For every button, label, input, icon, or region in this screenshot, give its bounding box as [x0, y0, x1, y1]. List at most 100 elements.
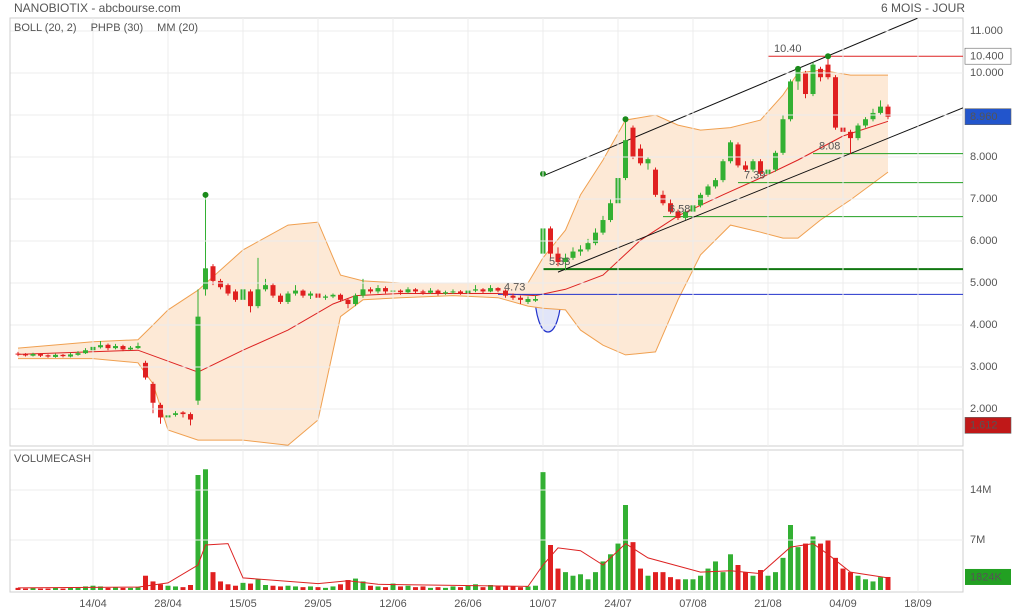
candle-body — [458, 291, 463, 294]
volume-bar — [210, 572, 216, 590]
candle-body — [773, 152, 778, 170]
candle-body — [713, 180, 718, 187]
legend-entry: MM (20) — [157, 22, 198, 34]
candle-body — [870, 112, 876, 120]
volume-bar — [885, 576, 891, 590]
volume-bar — [698, 575, 703, 590]
volume-bar — [98, 586, 103, 590]
volume-bar — [735, 565, 741, 590]
volume-title: VOLUMECASH — [14, 453, 91, 465]
volume-bar — [30, 587, 36, 590]
y-tick-label: 4.000 — [970, 319, 998, 331]
x-tick-label: 24/07 — [604, 598, 632, 610]
pivot-dot — [202, 191, 209, 198]
candle-body — [623, 140, 628, 179]
y-tick-label: 7.000 — [970, 193, 998, 205]
volume-tag — [965, 568, 1011, 585]
volume-bar — [45, 588, 51, 590]
candle-body — [293, 290, 298, 294]
candle-body — [480, 289, 486, 292]
legend-entry: BOLL (20, 2) — [14, 22, 77, 34]
volume-bar — [638, 568, 643, 590]
volume-bar — [390, 583, 396, 590]
candle-body — [225, 285, 231, 294]
volume-bar — [728, 554, 733, 590]
trend-line — [542, 18, 919, 177]
candle-body — [638, 148, 643, 164]
candle-body — [368, 289, 373, 292]
volume-bar — [443, 587, 448, 590]
candle-body — [278, 295, 283, 302]
candle-body — [788, 81, 793, 120]
volume-bar — [623, 505, 628, 590]
volume-bar — [323, 587, 328, 590]
candle-body — [563, 257, 568, 263]
volume-bar — [833, 557, 838, 590]
x-tick-label: 21/08 — [754, 598, 782, 610]
volume-bar — [593, 572, 598, 590]
volume-bar — [203, 469, 208, 590]
candle-body — [30, 354, 36, 356]
candle-body — [735, 144, 741, 166]
candle-body — [330, 294, 336, 297]
candle-body — [300, 290, 306, 296]
x-tick-label: 26/06 — [454, 598, 482, 610]
volume-bar — [120, 587, 126, 590]
x-tick-label: 14/04 — [79, 598, 107, 610]
volume-bar — [330, 586, 336, 590]
level-label: 10.40 — [774, 43, 802, 55]
volume-bar — [285, 585, 291, 590]
candle-body — [180, 412, 186, 415]
candle-body — [698, 194, 703, 206]
candle-body — [495, 288, 501, 291]
candle-body — [795, 70, 801, 82]
y-tick-label: 5.000 — [970, 277, 998, 289]
volume-bar — [840, 568, 846, 590]
candle-body — [233, 291, 238, 300]
volume-bar — [503, 585, 508, 590]
volume-bar — [878, 577, 883, 590]
candle-body — [675, 211, 681, 218]
y-tick-label: 6.000 — [970, 235, 998, 247]
candle-body — [285, 293, 291, 302]
volume-bar — [645, 575, 651, 590]
volume-bar — [653, 572, 658, 590]
volume-bar — [810, 536, 816, 590]
candle-body — [668, 203, 673, 212]
candle-body — [758, 161, 763, 174]
volume-bar — [135, 587, 141, 590]
volume-bar — [75, 587, 81, 590]
x-tick-label: 18/09 — [904, 598, 932, 610]
x-tick-label: 15/05 — [229, 598, 257, 610]
candle-body — [195, 316, 201, 401]
level-label: 7.39 — [744, 170, 765, 182]
candle-body — [143, 362, 148, 378]
volume-bar — [383, 587, 388, 590]
volume-bar — [420, 586, 426, 590]
volume-bar — [465, 585, 471, 590]
price-tag-label: 1.612 — [970, 420, 998, 432]
y-tick-label: 10.000 — [970, 67, 1004, 79]
candle-body — [593, 232, 598, 244]
candle-body — [503, 290, 508, 296]
candle-body — [60, 354, 66, 357]
x-tick-label: 28/04 — [154, 598, 182, 610]
candle-body — [443, 292, 448, 294]
candle-body — [248, 291, 253, 307]
candle-body — [510, 295, 516, 298]
volume-bar — [578, 574, 583, 590]
candle-body — [578, 249, 583, 252]
candle-body — [825, 64, 831, 78]
candle-body — [413, 289, 418, 292]
candle-body — [428, 290, 433, 293]
volume-bar — [473, 584, 478, 590]
candle-body — [53, 354, 58, 357]
candle-body — [750, 161, 756, 170]
volume-bar — [143, 575, 148, 590]
volume-bar — [450, 586, 456, 590]
y-tick-label: 11.000 — [970, 25, 1003, 37]
volume-bar — [23, 588, 28, 590]
y-tick-label: 3.000 — [970, 361, 998, 373]
candle-body — [405, 289, 411, 293]
